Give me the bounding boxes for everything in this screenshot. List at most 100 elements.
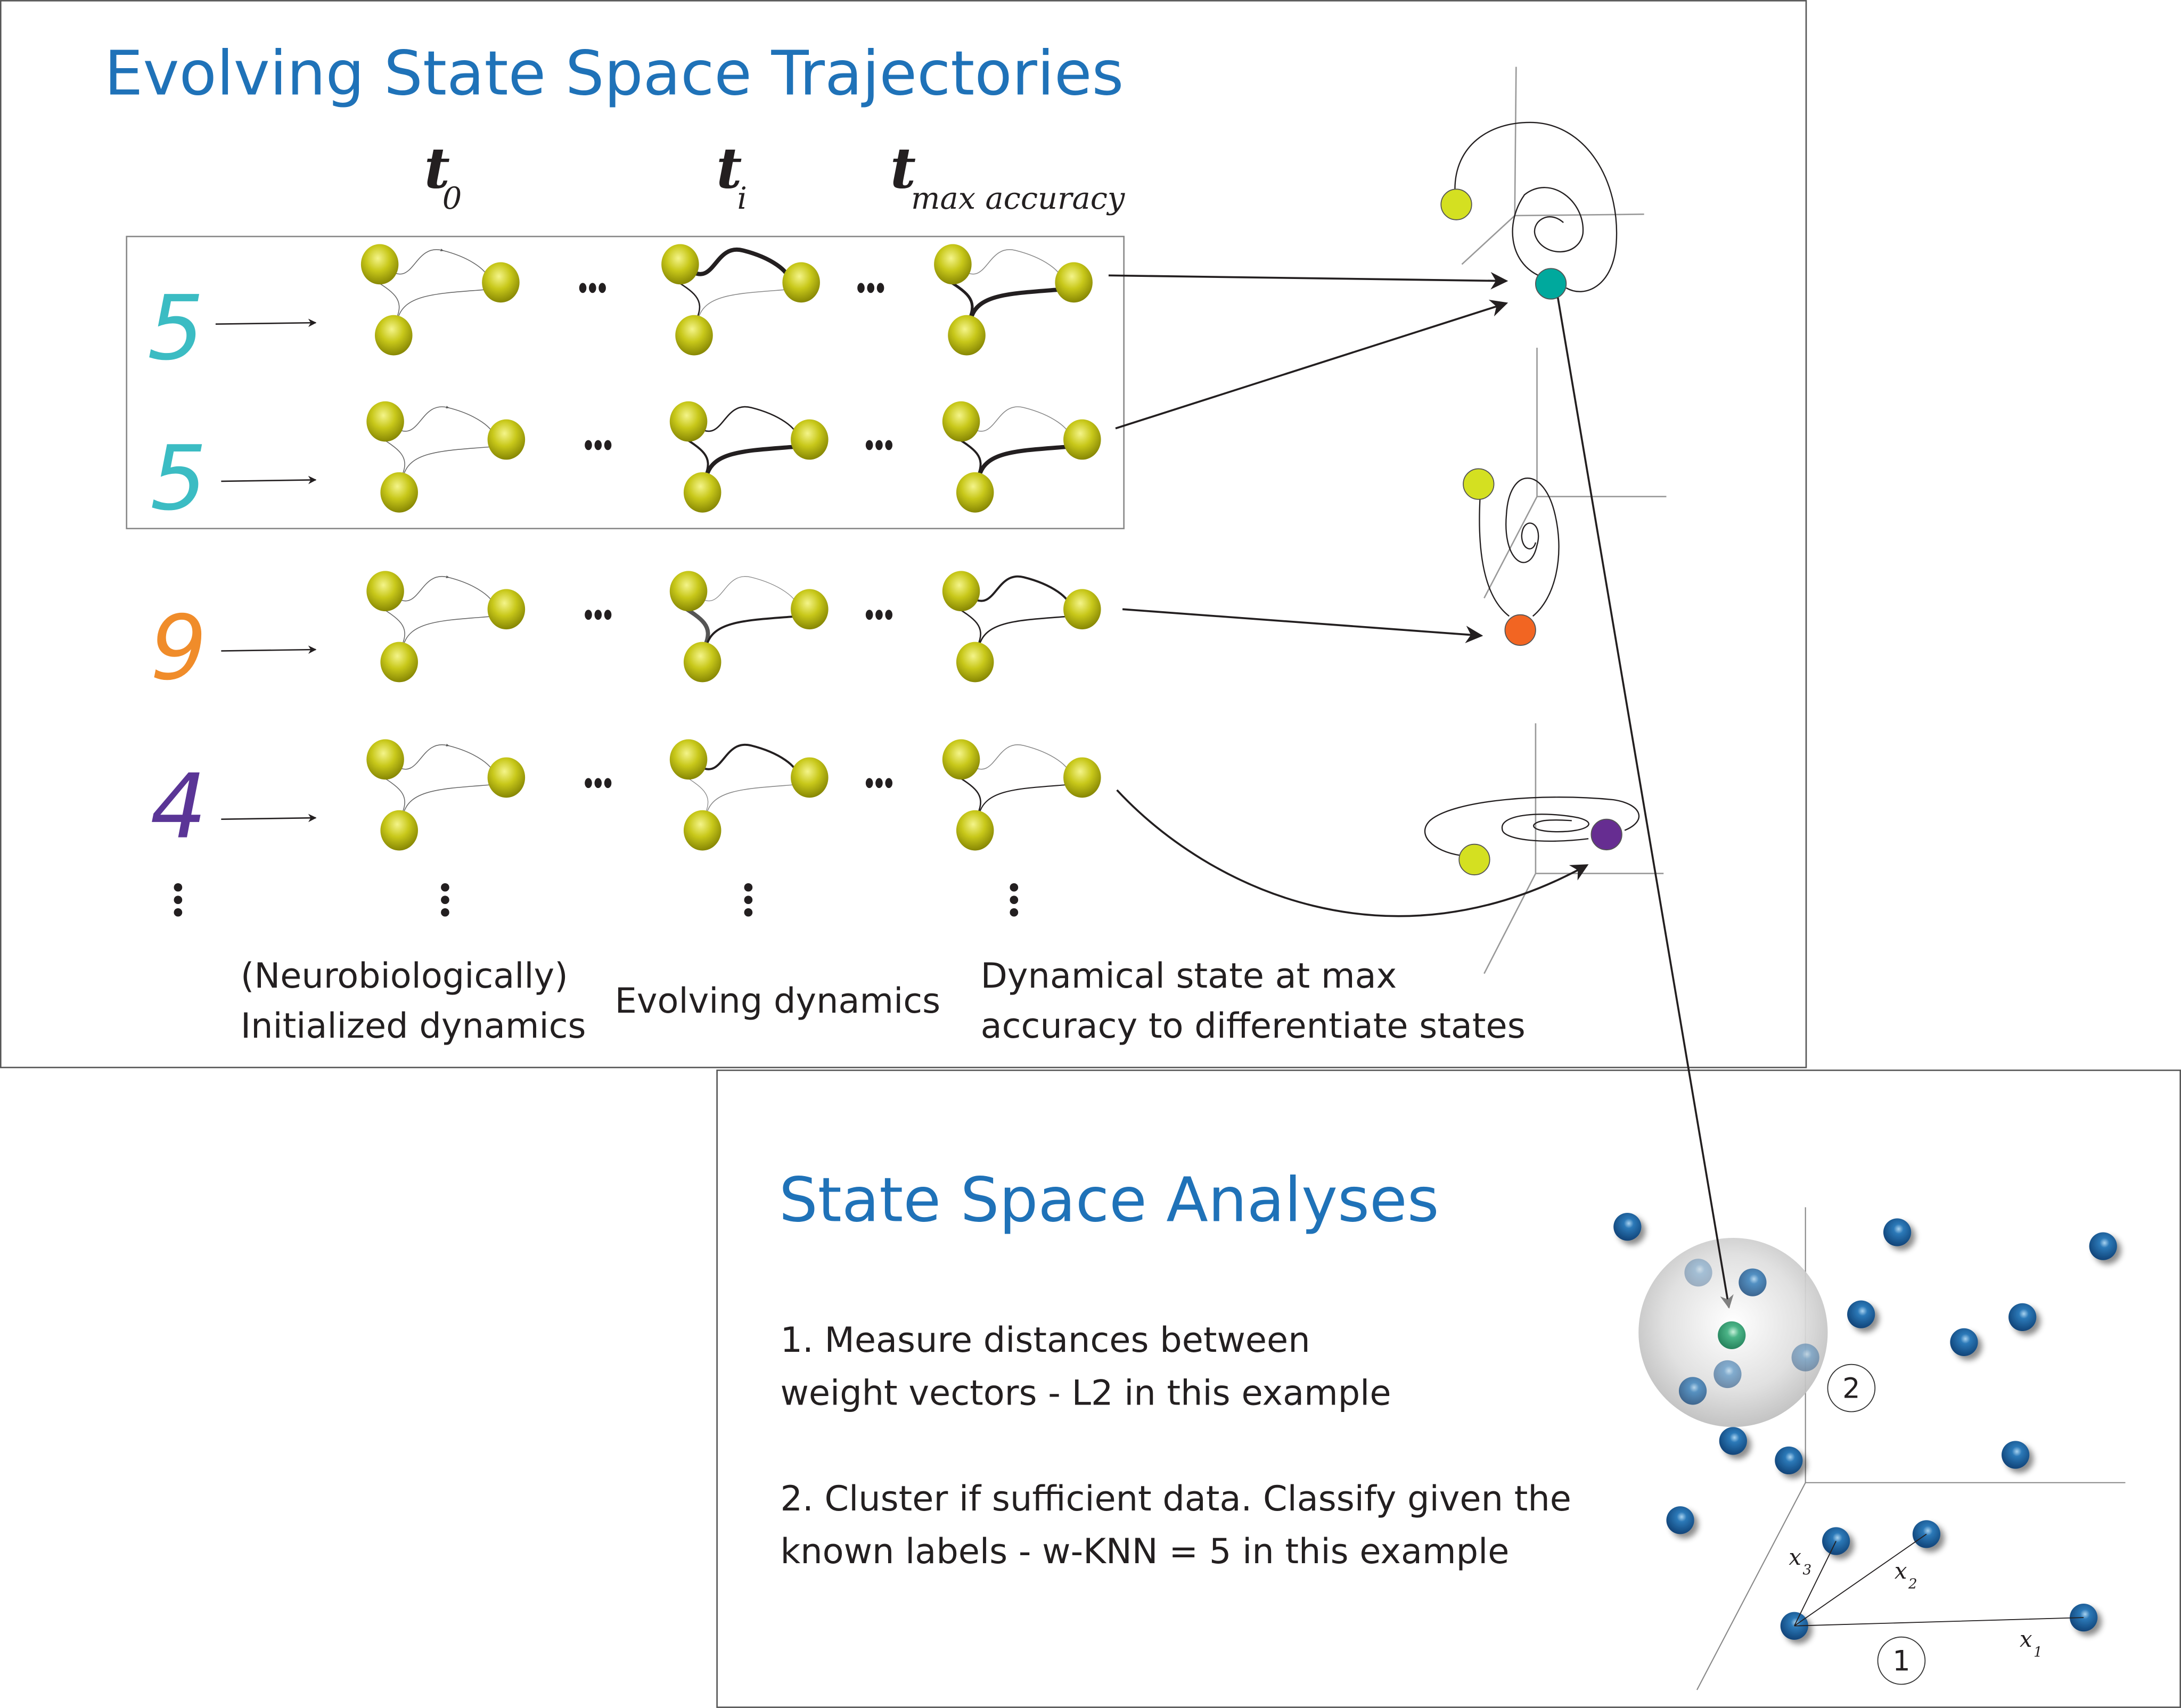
neuron-node xyxy=(782,262,820,303)
neuron-node xyxy=(669,401,708,442)
neuron-node xyxy=(956,810,994,851)
vertical-ellipsis xyxy=(174,883,183,917)
subscript: 3 xyxy=(1802,1562,1811,1578)
state-space-five xyxy=(1440,67,1644,300)
neuron-node xyxy=(360,244,399,285)
neuron-node xyxy=(683,642,721,683)
data-point xyxy=(2089,1232,2117,1260)
data-point xyxy=(2008,1303,2037,1331)
neuron-node xyxy=(948,315,986,356)
neuron-node xyxy=(956,642,994,683)
mapping-arrows xyxy=(1108,272,1589,917)
edge-right xyxy=(979,784,1071,814)
neuron-node xyxy=(669,739,708,780)
edge-right xyxy=(704,444,799,477)
edge-top xyxy=(396,406,496,440)
edge-right xyxy=(698,289,790,319)
neuron-node xyxy=(487,589,526,630)
step2-line1: 2. Cluster if sufficient data. Classify … xyxy=(780,1479,1571,1519)
edge-top xyxy=(396,744,496,778)
neuron-node xyxy=(791,757,829,798)
edge-top xyxy=(390,249,490,283)
time-subscript: 0 xyxy=(442,180,462,216)
distance-lines xyxy=(1793,1533,2084,1627)
digit-5b: 5 xyxy=(150,427,207,530)
caption-evolving: Evolving dynamics xyxy=(615,981,941,1021)
arrow-row1-to-state xyxy=(1108,272,1508,290)
neighbor-point xyxy=(1684,1259,1712,1287)
label: x xyxy=(1895,1558,1907,1584)
neighbor-point xyxy=(1791,1343,1819,1372)
distance-label-x1: x1 xyxy=(2020,1626,2043,1660)
neuron-node xyxy=(1063,419,1101,460)
point-cloud xyxy=(1613,1212,2117,1640)
data-point xyxy=(1613,1212,1642,1241)
neuron-node xyxy=(375,315,413,356)
label: x xyxy=(1789,1544,1801,1570)
label: x xyxy=(2020,1626,2032,1652)
neuron-node xyxy=(669,571,708,612)
trajectory-spiral xyxy=(1512,187,1584,276)
edge-right xyxy=(403,784,496,814)
subscript: 2 xyxy=(1908,1576,1917,1592)
edge-top xyxy=(699,576,799,610)
network xyxy=(661,244,820,356)
ellipsis-dots xyxy=(857,283,884,293)
neuron-node xyxy=(661,244,699,285)
marker-2: 2 xyxy=(1827,1364,1876,1413)
ellipsis-dots xyxy=(585,440,612,450)
digit-5a: 5 xyxy=(147,277,204,380)
edge-top xyxy=(690,247,792,283)
neuron-node xyxy=(366,739,404,780)
query-point xyxy=(1718,1321,1746,1349)
time-label-ti: t i xyxy=(716,136,747,216)
edge-top xyxy=(972,406,1072,440)
edge-top xyxy=(972,744,1072,778)
edge-top xyxy=(396,575,496,610)
neuron-node xyxy=(366,401,404,442)
edge-right xyxy=(403,615,496,646)
neuron-node xyxy=(380,642,418,683)
arrow-row3-to-state xyxy=(1122,608,1483,644)
time-label-tmax: t max accuracy xyxy=(890,136,1126,216)
trajectories-panel: Evolving State Space Trajectories t 0 t … xyxy=(0,0,1807,1069)
neighbor-point xyxy=(1678,1377,1707,1405)
neuron-node xyxy=(487,757,526,798)
network xyxy=(366,739,526,851)
edge-right xyxy=(403,446,496,476)
neighbor-point xyxy=(1713,1360,1742,1389)
digit-9: 9 xyxy=(150,597,207,700)
time-subscript: i xyxy=(737,180,747,216)
vertical-ellipsis xyxy=(1010,883,1019,917)
neuron-node xyxy=(1063,589,1101,630)
start-state xyxy=(1440,188,1472,220)
trajectory-outer xyxy=(1454,121,1618,292)
neuron-node xyxy=(675,315,713,356)
arrow-row4-to-state xyxy=(1116,789,1589,917)
network xyxy=(669,571,829,683)
network xyxy=(942,571,1101,683)
time-label-t0: t 0 xyxy=(424,136,462,216)
edge-right xyxy=(978,615,1071,646)
final-state-four xyxy=(1590,818,1622,851)
start-state xyxy=(1463,468,1495,500)
edge-top xyxy=(699,406,799,440)
network xyxy=(942,401,1101,513)
panel-title: State Space Analyses xyxy=(779,1165,1439,1236)
data-point xyxy=(1775,1446,1803,1475)
marker-number: 2 xyxy=(1842,1373,1860,1405)
data-point xyxy=(2070,1604,2098,1632)
start-state xyxy=(1458,843,1490,876)
state-space-four xyxy=(1424,723,1664,974)
caption-dynamical-1: Dynamical state at max xyxy=(981,956,1397,996)
neuron-node xyxy=(1063,757,1101,798)
data-point xyxy=(1950,1328,1978,1357)
edge-right xyxy=(969,287,1063,319)
neighbor-point xyxy=(1739,1268,1767,1296)
network-grid xyxy=(174,244,1101,917)
input-arrow xyxy=(221,475,317,485)
edge-right xyxy=(706,615,799,646)
marker-number: 1 xyxy=(1892,1645,1910,1677)
edge-top xyxy=(963,249,1063,283)
caption-dynamical-2: accuracy to differentiate states xyxy=(981,1006,1526,1046)
